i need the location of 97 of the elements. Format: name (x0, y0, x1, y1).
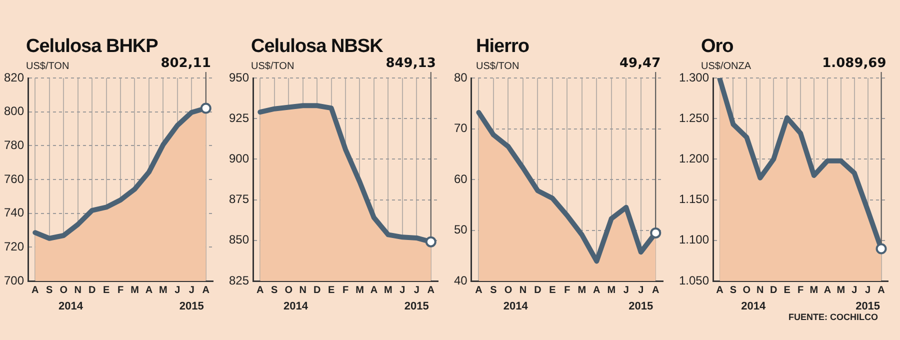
y-tick-label: 900 (228, 152, 250, 166)
y-tick-label: 40 (454, 273, 468, 288)
y-tick-label: 50 (454, 222, 468, 237)
x-tick-label: S (490, 284, 498, 296)
x-tick-label: E (784, 284, 791, 296)
y-tick-label: 850 (228, 232, 250, 247)
chart-subtitle: US$/ONZA (701, 61, 752, 72)
x-tick-label: F (117, 284, 124, 296)
source-note: FUENTE: COCHILCO (788, 312, 878, 322)
y-tick-label: 820 (4, 70, 24, 84)
x-tick-label: J (188, 284, 194, 296)
x-tick-label: D (88, 284, 96, 296)
x-tick-label: O (60, 284, 68, 296)
y-tick-label: 80 (454, 70, 468, 84)
x-tick-label: N (756, 284, 764, 296)
text: 2014 (283, 300, 309, 313)
text: 2015 (404, 300, 429, 313)
x-tick-label: O (742, 284, 751, 296)
x-tick-label: J (865, 284, 871, 296)
x-tick-label: N (299, 284, 306, 296)
x-tick-label: D (313, 284, 321, 296)
chart-subtitle: US$/TON (26, 61, 70, 72)
data-label: 49,47 (620, 56, 661, 71)
x-tick-label: D (534, 284, 542, 296)
x-tick-label: S (730, 284, 737, 296)
x-tick-label: A (32, 284, 39, 296)
x-tick-label: N (74, 284, 82, 296)
y-tick-label: 1.050 (679, 273, 710, 288)
y-tick-label: 1.300 (679, 70, 710, 84)
x-tick-label: M (810, 284, 818, 296)
y-tick-label: 950 (228, 70, 250, 84)
chart-subtitle: US$/TON (251, 61, 294, 72)
y-tick-label: 1.200 (679, 152, 710, 166)
x-tick-label: M (159, 284, 168, 296)
x-tick-label: A (256, 284, 264, 296)
x-tick-label: M (130, 284, 139, 296)
x-tick-label: F (342, 284, 349, 296)
x-tick-label: M (356, 284, 364, 296)
x-tick-label: E (549, 284, 556, 296)
text: 2015 (856, 300, 880, 313)
data-label: 802,11 (160, 56, 211, 71)
y-tick-label: 1.150 (679, 192, 710, 206)
text: 2014 (503, 300, 529, 313)
x-tick-label: N (519, 284, 527, 296)
x-tick-label: J (174, 284, 180, 296)
x-tick-label: A (370, 284, 378, 296)
chart-title: Celulosa BHKP (26, 36, 158, 57)
x-tick-label: M (836, 284, 846, 296)
y-tick-label: 720 (4, 239, 24, 254)
text: 2014 (741, 300, 767, 313)
x-tick-label: A (475, 284, 482, 296)
x-tick-label: A (716, 284, 724, 296)
x-tick-label: A (145, 284, 153, 296)
x-tick-label: J (414, 284, 420, 296)
x-tick-label: E (328, 284, 335, 296)
x-tick-label: M (384, 284, 392, 296)
y-tick-label: 800 (4, 104, 24, 118)
text: 2014 (58, 300, 84, 313)
data-label: 1.089,69 (822, 56, 886, 71)
x-tick-label: S (271, 284, 278, 296)
y-tick-label: 825 (228, 273, 250, 288)
x-tick-label: A (593, 284, 600, 296)
x-tick-label: J (852, 284, 858, 296)
y-tick-label: 1.100 (679, 232, 710, 247)
x-tick-label: A (878, 284, 885, 296)
y-tick-label: 700 (4, 273, 24, 288)
chart-title: Oro (701, 36, 734, 57)
x-tick-label: F (797, 284, 804, 296)
y-tick-label: 760 (4, 172, 24, 186)
x-tick-label: A (427, 284, 435, 296)
x-tick-label: A (652, 284, 660, 296)
text: 2015 (628, 300, 654, 313)
x-tick-label: O (504, 284, 512, 296)
y-tick-label: 925 (228, 110, 250, 125)
y-tick-label: 780 (4, 138, 24, 152)
x-tick-label: M (578, 284, 586, 296)
y-tick-label: 60 (454, 172, 468, 186)
x-tick-label: E (102, 284, 110, 296)
chart-subtitle: US$/TON (476, 61, 520, 72)
chart-title: Hierro (476, 36, 529, 57)
y-tick-label: 740 (4, 206, 24, 220)
x-tick-label: J (400, 284, 406, 296)
x-tick-label: S (46, 284, 54, 296)
text: 2015 (179, 300, 204, 313)
x-tick-label: A (824, 284, 832, 296)
y-tick-label: 875 (228, 192, 250, 206)
x-tick-label: D (770, 284, 778, 296)
x-tick-label: O (284, 284, 293, 296)
x-tick-label: J (623, 284, 629, 296)
x-tick-label: M (607, 284, 616, 296)
x-tick-label: A (202, 284, 210, 296)
data-label: 849,13 (386, 56, 436, 71)
chart-title: Celulosa NBSK (251, 36, 383, 57)
y-tick-label: 70 (454, 121, 468, 136)
x-tick-label: J (638, 284, 644, 296)
x-tick-label: F (564, 284, 570, 296)
y-tick-label: 1.250 (679, 110, 710, 125)
